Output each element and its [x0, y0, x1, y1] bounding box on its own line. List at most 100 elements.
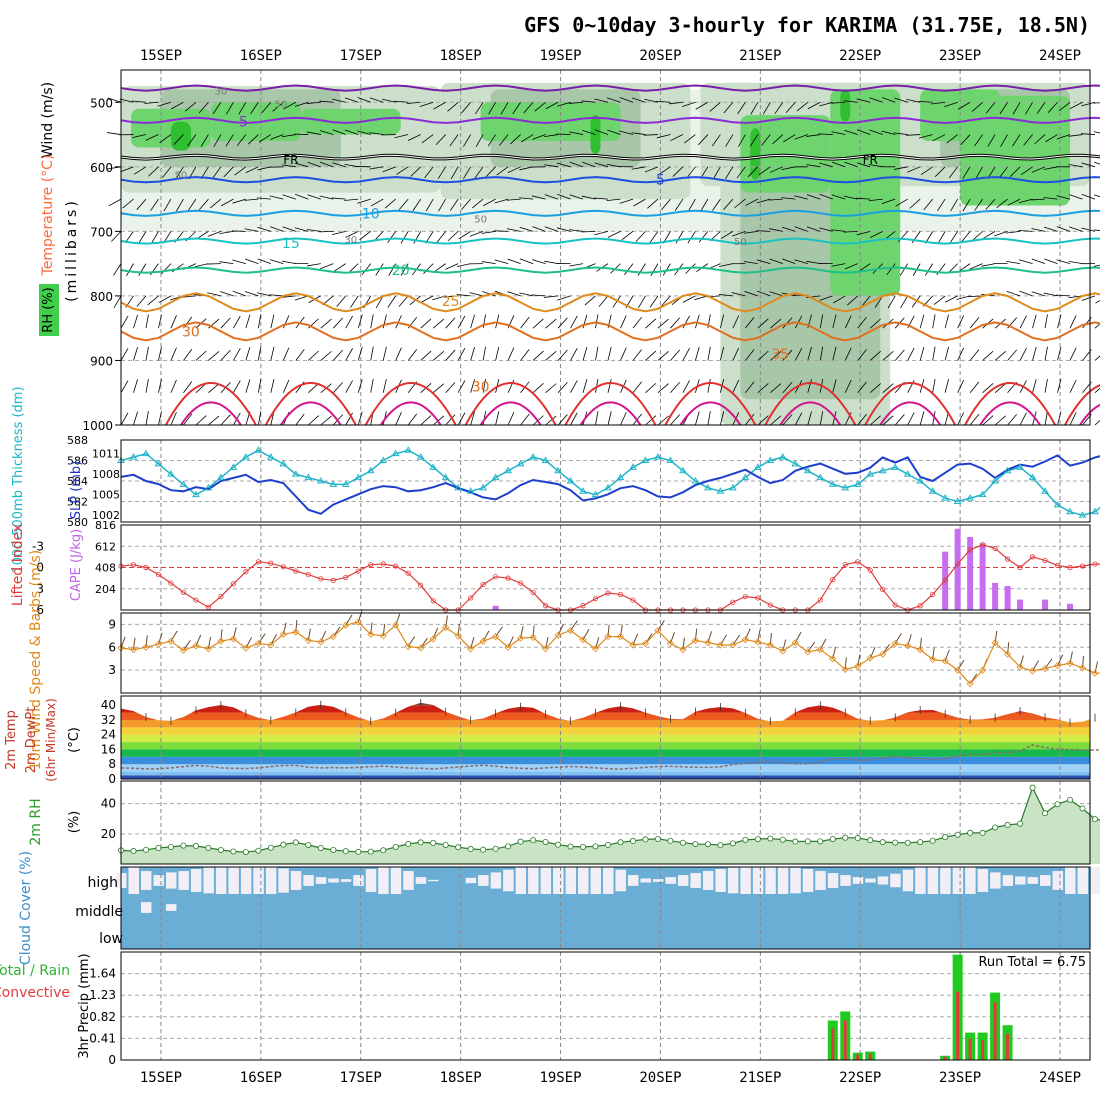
- upper-wind-barb: [545, 383, 557, 394]
- upper-wind-barb: [183, 349, 193, 361]
- upper-wind-barb: [532, 383, 544, 394]
- wind10m-barb: [132, 637, 136, 650]
- thickness-label: 1000-500mb Thickness (dm): [11, 386, 26, 573]
- upper-wind-barb: [819, 295, 833, 301]
- upper-wind-barb: [332, 382, 344, 393]
- cloud-cell: [515, 867, 527, 894]
- upper-wind-barb: [423, 263, 434, 274]
- upper-wind-barb: [457, 412, 466, 426]
- wind10m-speed-point: [154, 640, 163, 648]
- upper-wind-barb: [113, 295, 122, 309]
- upper-wind-barb: [434, 263, 446, 273]
- li-frame: [120, 524, 1091, 611]
- upper-wind-barb: [785, 102, 796, 114]
- upper-wind-barb: [1069, 379, 1077, 393]
- upper-wind-barb: [657, 318, 669, 329]
- thickness-point: [816, 473, 825, 481]
- upper-wind-barb: [544, 194, 559, 200]
- upper-wind-barb: [332, 129, 346, 135]
- rh-tick-label: 20: [101, 827, 116, 841]
- upper-wind-barb: [1031, 228, 1046, 232]
- upper-wind-barb: [487, 134, 496, 147]
- wind10m-speed-point: [229, 635, 237, 643]
- rh2m-point: [430, 839, 437, 846]
- isotherm-label: 5: [656, 173, 665, 189]
- precip-bars: [827, 954, 1013, 1060]
- wind10m-speed-point: [454, 632, 462, 640]
- upper-wind-barb: [281, 295, 296, 298]
- lifted-index-point: [517, 580, 524, 586]
- upper-wind-barb: [445, 414, 456, 426]
- upper-wind-barb: [944, 314, 949, 329]
- upper-wind-barb: [449, 134, 459, 147]
- cloud-cell: [727, 867, 739, 894]
- wind10m-speed-point: [129, 646, 138, 654]
- upper-wind-barb: [946, 134, 958, 144]
- upper-wind-barb: [420, 295, 434, 303]
- upper-wind-barb: [670, 414, 681, 426]
- upper-wind-barb: [294, 295, 309, 301]
- upper-wind-barb: [520, 316, 530, 329]
- lifted-index-point: [230, 581, 236, 587]
- upper-wind-barb: [595, 314, 599, 329]
- wind10m-speed-point: [1091, 669, 1099, 677]
- wind10m-speed-point: [979, 666, 987, 674]
- upper-wind-barb: [258, 134, 272, 143]
- lifted-index-point: [592, 596, 599, 602]
- upper-wind-barb: [407, 349, 418, 361]
- lifted-index-point: [493, 574, 499, 580]
- thickness-point: [691, 477, 700, 484]
- upper-wind-barb: [120, 412, 129, 426]
- upper-wind-barb: [308, 415, 319, 426]
- upper-wind-barb: [257, 411, 262, 426]
- upper-wind-barb: [794, 259, 808, 265]
- upper-wind-barb: [157, 101, 172, 107]
- upper-wind-barb: [718, 294, 733, 297]
- thickness-slp-panel: 580 582 584 586 588 1002 1005 1008 1011 1000-500…: [11, 386, 1100, 574]
- cloud-cell: [240, 867, 252, 894]
- upper-wind-barb: [159, 134, 172, 144]
- rh2m-point: [654, 835, 661, 842]
- upper-wind-barb: [782, 381, 793, 393]
- wind10m-speed-point: [816, 646, 824, 654]
- upper-wind-barb: [570, 380, 578, 393]
- temp2m-series: [120, 698, 1100, 770]
- upper-wind-barb: [1093, 102, 1100, 104]
- rh-legend-swatch: [39, 284, 59, 336]
- wind10m-speed-point: [379, 632, 387, 640]
- thickness-tick-label: 586: [67, 455, 88, 468]
- temp2m-units-label: (°C): [67, 727, 82, 753]
- upper-wind-barb: [449, 198, 459, 211]
- upper-wind-barb: [359, 231, 371, 241]
- upper-wind-barb: [212, 166, 222, 179]
- wind10m-speed-point: [479, 637, 487, 645]
- upper-wind-barb: [621, 231, 634, 241]
- day-label-top: 21SEP: [739, 48, 781, 64]
- rh2m-point: [842, 834, 849, 841]
- lifted-index-point: [280, 564, 286, 570]
- rh-contour-label: 50: [274, 100, 287, 111]
- lifted-index-point: [305, 571, 311, 578]
- upper-wind-barb: [545, 101, 559, 110]
- upper-wind-barb: [1094, 355, 1100, 361]
- cloud-cell: [1002, 875, 1014, 886]
- thickness-point: [491, 473, 500, 481]
- upper-wind-barb: [1023, 134, 1033, 146]
- wind10m-speed-point: [591, 645, 600, 653]
- slp-label: SLP (mb): [69, 461, 84, 520]
- upper-wind-barb: [307, 161, 321, 168]
- rh2m-point: [555, 841, 562, 848]
- wind10m-speed-point: [841, 665, 849, 673]
- thickness-point: [591, 490, 600, 498]
- upper-wind-barb: [831, 161, 846, 168]
- day-label-bottom: 22SEP: [839, 1070, 881, 1086]
- upper-wind-barb: [612, 295, 621, 308]
- thickness-point: [903, 470, 912, 477]
- upper-wind-barb: [761, 134, 771, 146]
- upper-wind-barb: [332, 349, 344, 361]
- upper-wind-barb: [619, 198, 634, 204]
- lifted-index-point: [930, 591, 936, 598]
- upper-wind-barb: [649, 231, 659, 244]
- wind10m-speed-point: [192, 642, 200, 650]
- cape-bar: [492, 605, 499, 610]
